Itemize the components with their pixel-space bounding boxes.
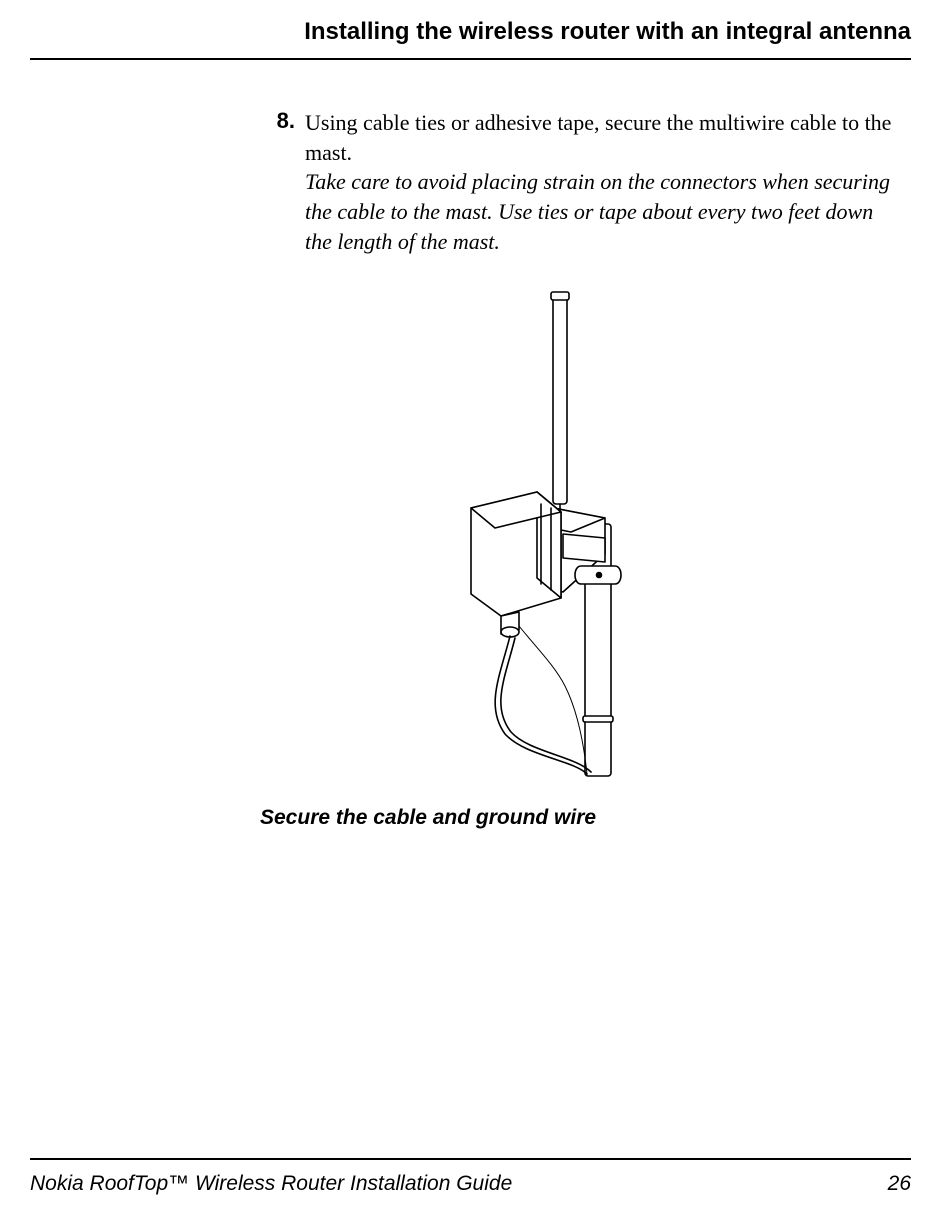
step-text-note: Take care to avoid placing strain on the…: [305, 169, 890, 253]
step-text: Using cable ties or adhesive tape, secur…: [305, 108, 901, 256]
footer-page-number: 26: [888, 1172, 911, 1196]
body-area: 8. Using cable ties or adhesive tape, se…: [260, 108, 901, 830]
figure-caption: Secure the cable and ground wire: [260, 806, 901, 830]
footer-rule: [30, 1158, 911, 1160]
step-text-main: Using cable ties or adhesive tape, secur…: [305, 110, 891, 165]
page-header-title: Installing the wireless router with an i…: [60, 18, 911, 46]
antenna-diagram-icon: [305, 286, 825, 786]
step-number: 8.: [260, 108, 305, 134]
page: Installing the wireless router with an i…: [0, 0, 941, 1216]
page-footer: Nokia RoofTop™ Wireless Router Installat…: [30, 1172, 911, 1196]
footer-guide-title: Nokia RoofTop™ Wireless Router Installat…: [30, 1172, 512, 1196]
step-8: 8. Using cable ties or adhesive tape, se…: [260, 108, 901, 256]
header-rule: [30, 58, 911, 60]
figure-secure-cable: [305, 286, 825, 786]
